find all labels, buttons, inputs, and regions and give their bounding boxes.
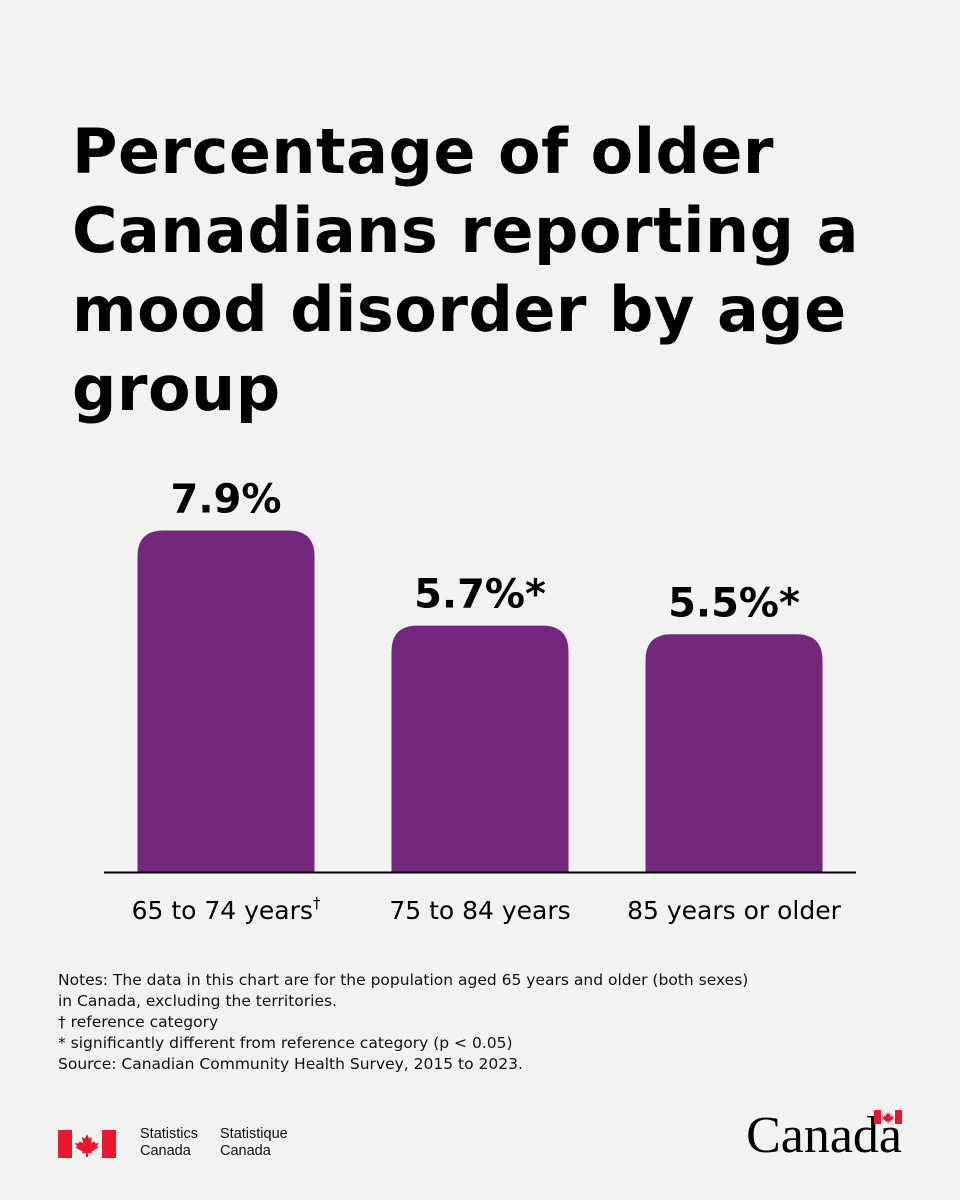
note-line: * significantly different from reference… [58,1034,513,1052]
note-line: Notes: The data in this chart are for th… [58,971,749,989]
category-label: 85 years or older [627,896,842,925]
statcan-signature: Statistics Canada Statistique Canada [58,1126,288,1160]
bar [645,634,823,872]
note-line: † reference category [58,1013,219,1031]
canada-flag-icon [58,1130,116,1158]
bar-chart: 7.9% 65 to 74 years† 5.7%* 75 to 84 years 5.… [104,477,856,925]
bar [391,625,569,872]
signature-english: Statistics Canada [140,1126,199,1159]
signature-french: Statistique Canada [220,1126,288,1159]
bar-value-label: 5.5%* [668,580,800,626]
category-label: 65 to 74 years† [132,894,321,925]
bar [137,530,315,872]
bar-value-label: 5.7%* [414,572,546,618]
canada-wordmark: Canada [746,1107,902,1164]
category-label: 75 to 84 years [389,896,570,925]
bar-value-label: 7.9% [171,477,282,523]
wordmark-flag-icon [874,1110,902,1124]
chart-title: Percentage of older Canadians reporting … [72,115,859,425]
chart-notes: Notes: The data in this chart are for th… [58,970,818,1075]
note-line: in Canada, excluding the territories. [58,992,337,1010]
reference-mark: † [313,894,321,912]
note-line: Source: Canadian Community Health Survey… [58,1055,523,1073]
